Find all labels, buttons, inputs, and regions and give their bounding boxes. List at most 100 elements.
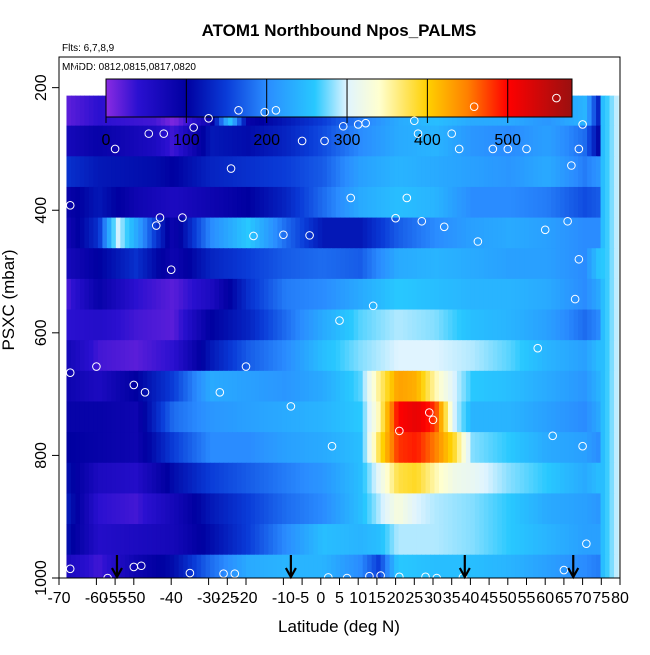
- x-tick-label: 30: [424, 590, 442, 607]
- heat-cell: [510, 432, 516, 464]
- heat-cell: [115, 125, 121, 157]
- heat-cell: [183, 340, 189, 372]
- heat-cell: [272, 493, 279, 525]
- heat-cell: [124, 432, 130, 464]
- heat-cell: [483, 248, 489, 280]
- heat-cell: [169, 370, 175, 403]
- heat-cell: [210, 248, 216, 280]
- heat-cell: [403, 554, 409, 578]
- heat-cell: [443, 432, 449, 464]
- heat-cell: [187, 217, 193, 249]
- heat-cell: [569, 217, 575, 249]
- heat-cell: [398, 278, 404, 311]
- heat-cell: [246, 493, 252, 525]
- heat-cell: [447, 186, 454, 219]
- heat-cell: [84, 156, 90, 188]
- heat-cell: [111, 248, 117, 280]
- heat-cell: [501, 125, 507, 157]
- heat-cell: [156, 278, 162, 311]
- heat-cell: [214, 340, 220, 372]
- heat-cell: [254, 156, 261, 188]
- heat-cell: [430, 309, 436, 341]
- heat-cell: [138, 493, 144, 525]
- heat-cell: [196, 186, 202, 219]
- heat-cell: [353, 493, 359, 525]
- heat-cell: [564, 217, 570, 249]
- heat-cell: [223, 248, 229, 280]
- heat-cell: [367, 156, 373, 188]
- heat-cell: [138, 554, 144, 578]
- heat-cell: [582, 125, 588, 157]
- heat-cell: [187, 156, 193, 188]
- heat-cell: [412, 432, 418, 464]
- heat-cell: [165, 524, 171, 556]
- heat-cell: [367, 340, 373, 372]
- heat-cell: [456, 493, 463, 525]
- heat-cell: [246, 554, 252, 578]
- heat-cell: [156, 248, 162, 280]
- heat-cell: [479, 493, 485, 525]
- heat-cell: [192, 156, 198, 188]
- heat-cell: [609, 524, 615, 556]
- heat-cell: [519, 401, 525, 433]
- heat-cell: [93, 125, 99, 157]
- heat-cell: [555, 370, 561, 403]
- heat-cell: [519, 309, 525, 341]
- heat-cell: [340, 370, 346, 403]
- heat-cell: [358, 554, 364, 578]
- heat-cell: [192, 125, 198, 157]
- heat-cell: [591, 340, 597, 372]
- observation-point: [454, 144, 464, 154]
- heat-cell: [407, 432, 413, 464]
- heat-cell: [106, 401, 112, 433]
- heat-cell: [322, 493, 328, 525]
- x-tick-label: 60: [536, 590, 554, 607]
- heat-cell: [277, 370, 283, 403]
- heat-cell: [219, 401, 225, 433]
- heat-cell: [210, 278, 216, 311]
- heat-cell: [456, 309, 463, 341]
- observation-point: [155, 213, 165, 222]
- heat-cell: [528, 248, 534, 280]
- heat-cell: [497, 125, 503, 157]
- heat-cell: [97, 370, 103, 403]
- heat-cell: [596, 278, 602, 311]
- heat-cell: [295, 554, 301, 578]
- heat-cell: [380, 156, 386, 188]
- heat-cell: [201, 156, 207, 188]
- heat-cell: [272, 186, 279, 219]
- heat-cell: [156, 186, 162, 219]
- x-tick-label: -10: [272, 590, 295, 607]
- heat-cell: [515, 186, 521, 219]
- heat-cell: [299, 524, 305, 556]
- heat-cell: [250, 554, 256, 578]
- heat-cell: [537, 432, 543, 464]
- heat-cell: [573, 156, 579, 188]
- heat-cell: [268, 462, 274, 495]
- heat-cell: [223, 156, 229, 188]
- heat-cell: [389, 462, 395, 495]
- heat-cell: [263, 524, 270, 556]
- heat-cell: [461, 370, 467, 403]
- heat-cell: [506, 186, 512, 219]
- heat-cell: [84, 248, 90, 280]
- observation-point: [582, 539, 591, 548]
- heat-cell: [492, 370, 498, 403]
- heat-cell: [403, 493, 409, 525]
- heat-cell: [142, 278, 148, 311]
- heat-cell: [492, 125, 498, 157]
- heat-cell: [322, 432, 328, 464]
- heat-cell: [591, 309, 597, 341]
- heat-cell: [582, 156, 588, 188]
- heat-cell: [618, 340, 620, 372]
- heat-cell: [447, 156, 454, 188]
- heat-cell: [510, 248, 516, 280]
- heat-cell: [317, 432, 323, 464]
- heat-cell: [456, 340, 463, 372]
- heat-cell: [358, 278, 364, 311]
- heat-cell: [93, 95, 99, 127]
- heat-cell: [573, 125, 579, 157]
- heat-cell: [115, 309, 121, 341]
- heat-cell: [66, 217, 72, 249]
- heat-cell: [120, 524, 126, 556]
